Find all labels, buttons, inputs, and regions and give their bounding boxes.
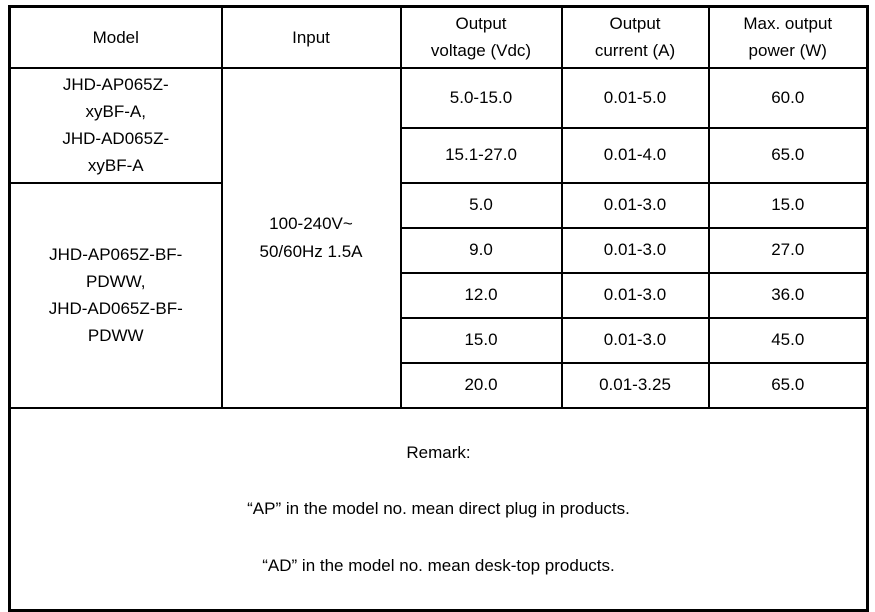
voltage-cell: 5.0-15.0 (399, 66, 563, 129)
current-cell: 0.01-3.25 (560, 361, 710, 409)
power-cell: 45.0 (707, 316, 869, 364)
table-row: 15.1-27.0 0.01-4.0 65.0 (10, 126, 869, 184)
remark-row: Remark: “AP” in the model no. mean direc… (8, 406, 869, 612)
model-group-1: JHD-AP065Z- xyBF-A, JHD-AD065Z- xyBF-A (8, 66, 223, 184)
current-cell: 0.01-4.0 (560, 126, 710, 184)
power-cell: 36.0 (707, 271, 869, 319)
table-row: 9.0 0.01-3.0 27.0 (10, 226, 869, 274)
voltage-cell: 15.0 (399, 316, 563, 364)
voltage-cell: 15.1-27.0 (399, 126, 563, 184)
current-cell: 0.01-3.0 (560, 271, 710, 319)
table-row: JHD-AP065Z-BF- PDWW, JHD-AD065Z-BF- PDWW… (8, 181, 869, 409)
remark-cell: Remark: “AP” in the model no. mean direc… (8, 406, 869, 612)
remark-line-2: “AD” in the model no. mean desk-top prod… (262, 555, 615, 575)
voltage-cell: 9.0 (399, 226, 563, 274)
table-row: 20.0 0.01-3.25 65.0 (10, 361, 869, 409)
table-row: 15.0 0.01-3.0 45.0 (10, 316, 869, 364)
power-cell: 65.0 (707, 126, 869, 184)
voltage-cell: 12.0 (399, 271, 563, 319)
power-cell: 27.0 (707, 226, 869, 274)
table-row: JHD-AP065Z- xyBF-A, JHD-AD065Z- xyBF-A 1… (8, 66, 869, 409)
voltage-cell: 5.0 (399, 181, 563, 229)
header-power: Max. output power (W) (707, 5, 869, 69)
spec-table: Model Input Output voltage (Vdc) Output … (8, 5, 869, 612)
voltage-cell: 20.0 (399, 361, 563, 409)
header-current: Output current (A) (560, 5, 710, 69)
current-cell: 0.01-3.0 (560, 316, 710, 364)
model-group-2: JHD-AP065Z-BF- PDWW, JHD-AD065Z-BF- PDWW (8, 181, 223, 409)
header-row: Model Input Output voltage (Vdc) Output … (8, 5, 869, 69)
table-row: 12.0 0.01-3.0 36.0 (10, 271, 869, 319)
header-voltage: Output voltage (Vdc) (399, 5, 563, 69)
input-value: 100-240V~ 50/60Hz 1.5A (220, 66, 402, 409)
power-cell: 15.0 (707, 181, 869, 229)
header-model: Model (8, 5, 223, 69)
current-cell: 0.01-5.0 (560, 66, 710, 129)
remark-line-1: “AP” in the model no. mean direct plug i… (247, 499, 630, 519)
power-cell: 65.0 (707, 361, 869, 409)
remark-title: Remark: (406, 442, 471, 462)
current-cell: 0.01-3.0 (560, 226, 710, 274)
power-cell: 60.0 (707, 66, 869, 129)
current-cell: 0.01-3.0 (560, 181, 710, 229)
header-input: Input (220, 5, 402, 69)
